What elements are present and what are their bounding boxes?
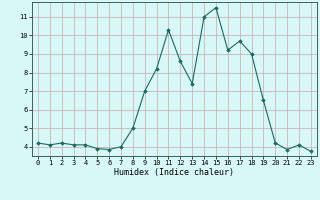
X-axis label: Humidex (Indice chaleur): Humidex (Indice chaleur) (115, 168, 234, 177)
